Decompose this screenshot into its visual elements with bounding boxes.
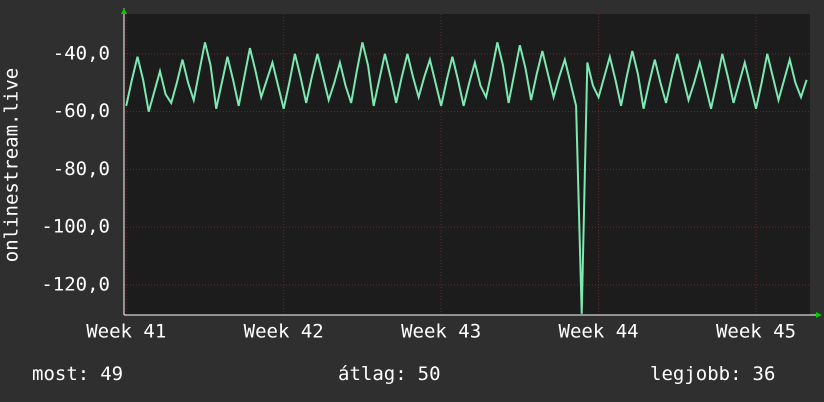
stat-value: 50: [418, 363, 441, 385]
data-line: [125, 42, 808, 314]
stat: legjobb: 36: [650, 363, 775, 385]
stat: átlag: 50: [338, 363, 441, 385]
stat-label: legjobb:: [650, 363, 742, 385]
x-arrow: [816, 312, 822, 318]
x-tick-label: Week 41: [86, 321, 166, 343]
x-tick-label: Week 44: [559, 321, 639, 343]
y-tick-label: -80,0: [53, 158, 110, 180]
y-tick-label: -40,0: [53, 42, 110, 64]
stat-label: most:: [32, 363, 89, 385]
x-tick-label: Week 43: [401, 321, 481, 343]
y-arrow: [121, 8, 127, 14]
stat-value: 49: [100, 363, 123, 385]
x-tick-label: Week 45: [716, 321, 796, 343]
plot-area: [124, 14, 810, 315]
stat-label: átlag:: [338, 363, 407, 385]
stat-value: 36: [753, 363, 776, 385]
x-tick-label: Week 42: [244, 321, 324, 343]
y-tick-label: -120,0: [41, 273, 110, 295]
y-axis-label: onlinestream.live: [1, 68, 23, 262]
stat: most: 49: [32, 363, 123, 385]
y-tick-label: -100,0: [41, 216, 110, 238]
y-tick-label: -60,0: [53, 100, 110, 122]
